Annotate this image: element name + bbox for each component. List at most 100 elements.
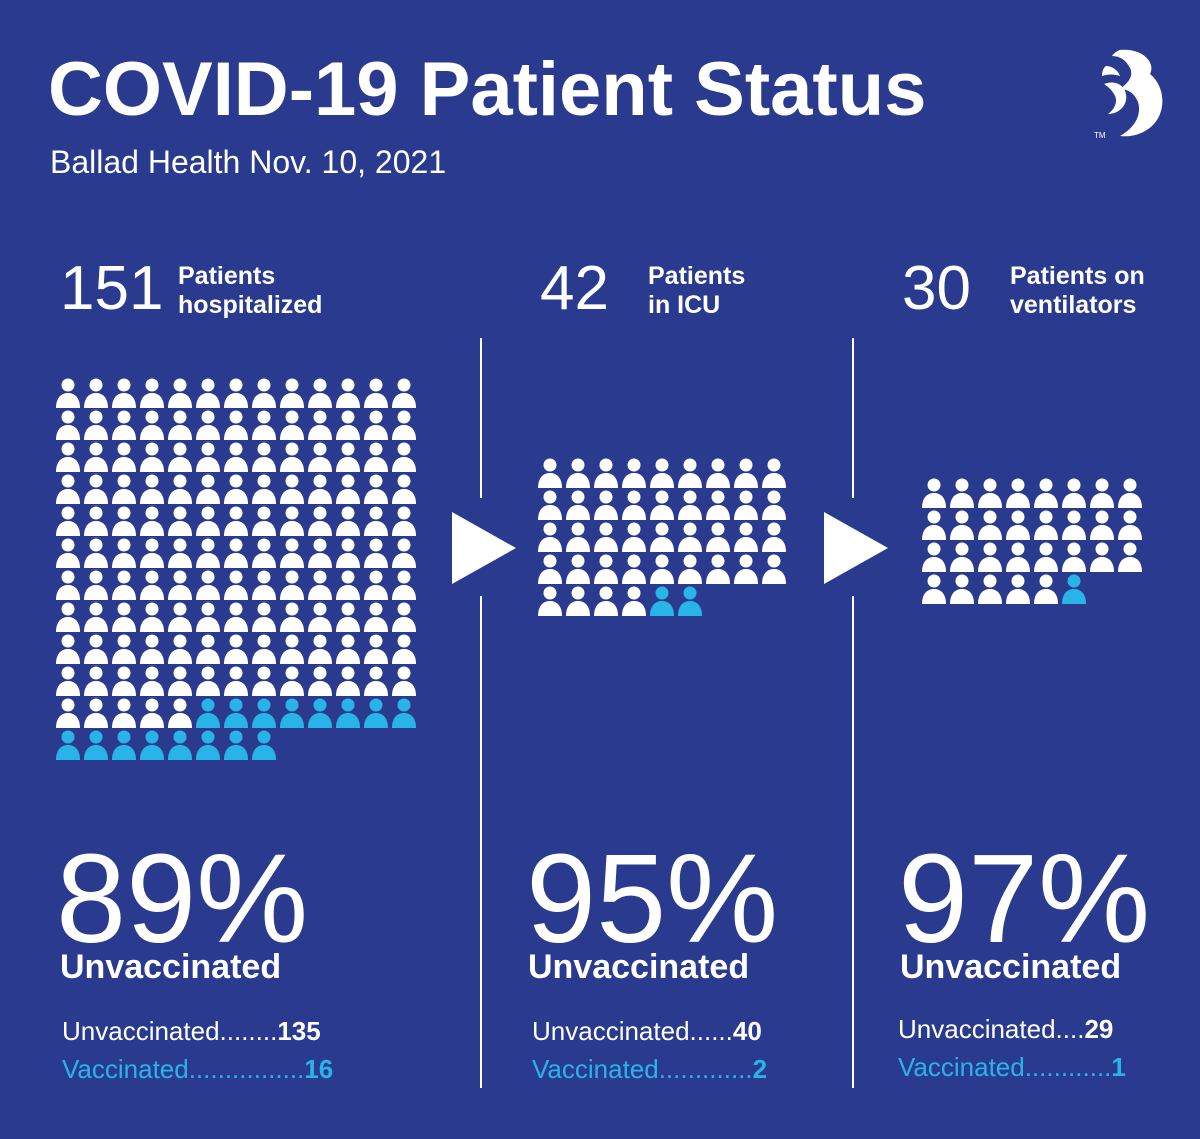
unvaccinated-patient-icon — [364, 474, 388, 504]
unvaccinated-patient-icon — [56, 634, 80, 664]
hospitalized-unvaccinated-row: Unvaccinated........135 — [62, 1018, 321, 1044]
unvaccinated-patient-icon — [336, 378, 360, 408]
unvaccinated-patient-icon — [280, 538, 304, 568]
unvaccinated-patient-icon — [224, 378, 248, 408]
unvaccinated-patient-icon — [1118, 542, 1142, 572]
unvaccinated-patient-icon — [196, 378, 220, 408]
unvaccinated-patient-icon — [1034, 542, 1058, 572]
unvaccinated-patient-icon — [1118, 510, 1142, 540]
unvaccinated-patient-icon — [112, 474, 136, 504]
unvaccinated-patient-icon — [594, 586, 618, 616]
unvaccinated-patient-icon — [650, 458, 674, 488]
unvaccinated-patient-icon — [364, 538, 388, 568]
unvaccinated-patient-icon — [140, 506, 164, 536]
unvaccinated-patient-icon — [978, 574, 1002, 604]
unvaccinated-patient-icon — [594, 522, 618, 552]
vaccinated-row-label: Vaccinated............ — [898, 1052, 1112, 1082]
unvaccinated-patient-icon — [84, 442, 108, 472]
unvaccinated-patient-icon — [140, 698, 164, 728]
unvaccinated-patient-icon — [922, 510, 946, 540]
icu-percent: 95% — [526, 828, 779, 969]
unvaccinated-patient-icon — [252, 442, 276, 472]
unvaccinated-patient-icon — [364, 602, 388, 632]
unvaccinated-patient-icon — [252, 410, 276, 440]
unvaccinated-row-label: Unvaccinated........ — [62, 1016, 278, 1046]
unvaccinated-patient-icon — [566, 554, 590, 584]
unvaccinated-patient-icon — [112, 698, 136, 728]
unvaccinated-patient-icon — [280, 634, 304, 664]
unvaccinated-patient-icon — [168, 378, 192, 408]
unvaccinated-patient-icon — [112, 634, 136, 664]
unvaccinated-patient-icon — [762, 458, 786, 488]
arrow-right-icon — [824, 512, 888, 584]
unvaccinated-patient-icon — [594, 458, 618, 488]
unvaccinated-patient-icon — [196, 442, 220, 472]
unvaccinated-patient-icon — [538, 490, 562, 520]
unvaccinated-row-label: Unvaccinated.... — [898, 1014, 1085, 1044]
unvaccinated-patient-icon — [308, 506, 332, 536]
unvaccinated-patient-icon — [84, 474, 108, 504]
unvaccinated-patient-icon — [224, 442, 248, 472]
unvaccinated-patient-icon — [84, 378, 108, 408]
unvaccinated-patient-icon — [196, 602, 220, 632]
unvaccinated-patient-icon — [392, 666, 416, 696]
unvaccinated-patient-icon — [56, 410, 80, 440]
unvaccinated-patient-icon — [224, 666, 248, 696]
unvaccinated-patient-icon — [734, 458, 758, 488]
unvaccinated-patient-icon — [308, 538, 332, 568]
vaccinated-patient-icon — [252, 730, 276, 760]
unvaccinated-patient-icon — [196, 570, 220, 600]
unvaccinated-patient-icon — [1006, 478, 1030, 508]
unvaccinated-patient-icon — [336, 666, 360, 696]
unvaccinated-patient-icon — [594, 490, 618, 520]
unvaccinated-patient-icon — [678, 522, 702, 552]
unvaccinated-patient-icon — [364, 634, 388, 664]
vaccinated-patient-icon — [392, 698, 416, 728]
unvaccinated-patient-icon — [622, 554, 646, 584]
unvaccinated-patient-icon — [364, 506, 388, 536]
arrow-right-icon — [452, 512, 516, 584]
vaccinated-patient-icon — [84, 730, 108, 760]
unvaccinated-patient-icon — [56, 378, 80, 408]
unvaccinated-patient-icon — [566, 522, 590, 552]
unvaccinated-patient-icon — [950, 574, 974, 604]
unvaccinated-patient-icon — [84, 602, 108, 632]
unvaccinated-patient-icon — [84, 506, 108, 536]
ventilators-count: 30 — [902, 254, 971, 323]
unvaccinated-patient-icon — [224, 410, 248, 440]
unvaccinated-patient-icon — [168, 410, 192, 440]
unvaccinated-row-value: 29 — [1084, 1014, 1114, 1044]
unvaccinated-patient-icon — [84, 410, 108, 440]
unvaccinated-patient-icon — [1090, 478, 1114, 508]
unvaccinated-patient-icon — [280, 378, 304, 408]
unvaccinated-patient-icon — [392, 442, 416, 472]
unvaccinated-patient-icon — [336, 474, 360, 504]
unvaccinated-patient-icon — [622, 458, 646, 488]
unvaccinated-patient-icon — [1062, 542, 1086, 572]
unvaccinated-patient-icon — [978, 478, 1002, 508]
unvaccinated-patient-icon — [140, 602, 164, 632]
svg-text:TM: TM — [1094, 131, 1106, 140]
unvaccinated-patient-icon — [336, 410, 360, 440]
unvaccinated-patient-icon — [336, 506, 360, 536]
vaccinated-patient-icon — [364, 698, 388, 728]
unvaccinated-patient-icon — [978, 542, 1002, 572]
unvaccinated-patient-icon — [308, 666, 332, 696]
unvaccinated-patient-icon — [112, 602, 136, 632]
unvaccinated-patient-icon — [56, 666, 80, 696]
unvaccinated-patient-icon — [308, 442, 332, 472]
unvaccinated-patient-icon — [594, 554, 618, 584]
vaccinated-patient-icon — [224, 730, 248, 760]
vaccinated-patient-icon — [112, 730, 136, 760]
unvaccinated-patient-icon — [56, 474, 80, 504]
unvaccinated-patient-icon — [678, 490, 702, 520]
unvaccinated-patient-icon — [224, 474, 248, 504]
unvaccinated-patient-icon — [56, 602, 80, 632]
divider-1-top — [480, 338, 482, 498]
unvaccinated-patient-icon — [308, 634, 332, 664]
unvaccinated-patient-icon — [364, 666, 388, 696]
unvaccinated-patient-icon — [84, 698, 108, 728]
hospitalized-percent-label: Unvaccinated — [60, 948, 282, 986]
unvaccinated-patient-icon — [392, 474, 416, 504]
unvaccinated-patient-icon — [392, 410, 416, 440]
